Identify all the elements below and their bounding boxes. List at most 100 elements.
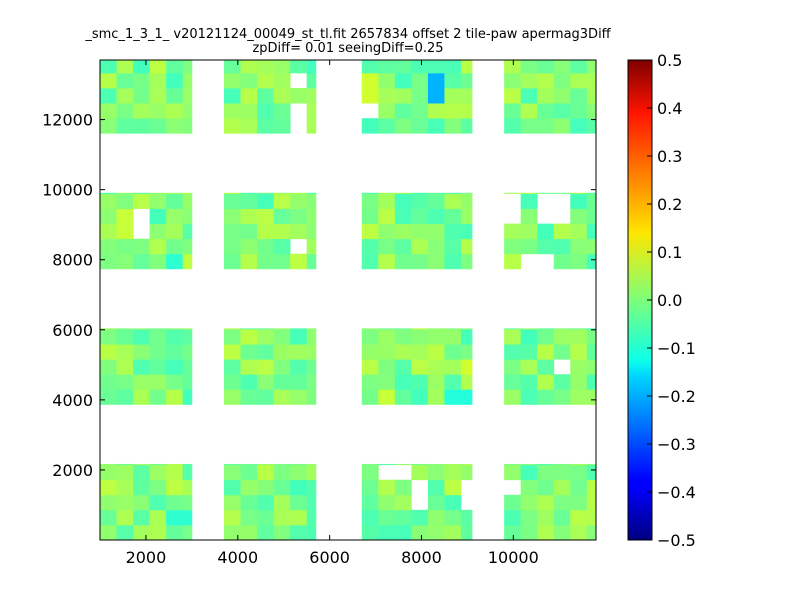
heatmap-cell	[444, 208, 462, 225]
heatmap-cell	[149, 344, 167, 360]
heatmap-cell	[116, 60, 134, 74]
heatmap-cell	[504, 328, 522, 330]
heatmap-cell	[537, 344, 555, 360]
heatmap-cell	[273, 193, 291, 209]
heatmap-cell	[273, 464, 291, 481]
heatmap-cell	[411, 389, 429, 405]
heatmap-cell	[361, 88, 379, 104]
heatmap-cell	[273, 329, 291, 345]
heatmap-cell	[394, 193, 412, 209]
heatmap-cell	[182, 72, 193, 89]
heatmap-cell	[240, 88, 258, 104]
heatmap-cell	[100, 72, 117, 89]
heatmap-cell	[257, 253, 274, 270]
y-axis: 2000 4000 6000 8000 10000 12000	[42, 111, 596, 480]
heatmap-cell	[166, 494, 184, 511]
heatmap-cell	[361, 464, 379, 481]
y-tick-label: 12000	[42, 111, 93, 130]
heatmap-cell	[306, 524, 317, 541]
heatmap-cell	[240, 328, 258, 330]
heatmap-cell	[182, 359, 193, 375]
heatmap-cell	[182, 193, 193, 209]
heatmap-cell	[133, 344, 150, 360]
plot-area	[99, 59, 597, 541]
heatmap-cell	[240, 238, 258, 255]
heatmap-cell	[537, 463, 555, 466]
heatmap-cell	[504, 494, 522, 511]
heatmap-cell	[520, 223, 538, 240]
heatmap-cell	[504, 238, 522, 255]
heatmap-cell	[427, 463, 445, 466]
heatmap-cell	[116, 193, 134, 209]
heatmap-cell	[520, 193, 538, 209]
heatmap-cell	[290, 509, 308, 526]
heatmap-cell	[224, 72, 241, 89]
heatmap-cell	[149, 464, 167, 481]
heatmap-cell	[290, 193, 308, 209]
heatmap-cell	[460, 193, 473, 209]
heatmap-cell	[537, 389, 555, 405]
heatmap-cell	[182, 238, 193, 255]
heatmap-cell	[100, 192, 117, 194]
heatmap-cell	[290, 463, 308, 466]
heatmap-cell	[570, 463, 588, 466]
heatmap-cell	[149, 60, 167, 74]
heatmap-cell	[411, 223, 429, 240]
heatmap-cell	[257, 118, 274, 134]
heatmap-cell	[133, 328, 150, 330]
heatmap-cell	[460, 223, 473, 240]
heatmap-cell	[504, 223, 522, 240]
colorbar-tick-label: −0.5	[657, 531, 696, 550]
heatmap-cell	[520, 374, 538, 390]
heatmap-cell	[411, 329, 429, 345]
heatmap-cell	[224, 60, 241, 74]
heatmap-cell	[504, 118, 522, 134]
heatmap-cell	[586, 374, 597, 390]
heatmap-cell	[361, 72, 379, 89]
heatmap-cell	[257, 494, 274, 511]
heatmap-cell	[149, 374, 167, 390]
heatmap-cell	[166, 509, 184, 526]
heatmap-cell	[394, 359, 412, 375]
heatmap-cell	[460, 509, 473, 526]
heatmap-cell	[182, 374, 193, 390]
heatmap-cell	[361, 344, 379, 360]
heatmap-cell	[257, 463, 274, 466]
heatmap-cell	[133, 192, 150, 194]
heatmap-cell	[394, 60, 412, 74]
heatmap-cell	[427, 253, 445, 270]
heatmap-cell	[460, 208, 473, 225]
heatmap-cell	[394, 509, 412, 526]
colorbar-ticks: 0.5 0.4 0.3 0.2 0.1 0.0 −0.1 −0.2 −0.3 −0.4 −0.5	[647, 51, 696, 550]
heatmap-cell	[182, 328, 193, 330]
heatmap-cell	[378, 223, 396, 240]
heatmap-cell	[257, 359, 274, 375]
heatmap-cell	[290, 524, 308, 541]
heatmap-cell	[394, 253, 412, 270]
heatmap-cell	[411, 60, 429, 74]
heatmap-cell	[411, 463, 429, 466]
heatmap-cell	[460, 389, 473, 405]
heatmap-cell	[553, 60, 571, 74]
heatmap-cell	[411, 238, 429, 255]
heatmap-cell	[394, 374, 412, 390]
heatmap-cell	[100, 389, 117, 405]
heatmap-cell	[570, 103, 588, 119]
heatmap-cell	[116, 118, 134, 134]
heatmap-cell	[444, 494, 462, 511]
heatmap-cell	[460, 238, 473, 255]
heatmap-cell	[290, 329, 308, 345]
heatmap-cell	[427, 359, 445, 375]
heatmap-cell	[290, 479, 308, 496]
heatmap-cell	[166, 389, 184, 405]
heatmap-cell	[116, 389, 134, 405]
heatmap-cell	[149, 193, 167, 209]
heatmap-cell	[224, 344, 241, 360]
heatmap-cell	[586, 253, 597, 270]
heatmap-cell	[273, 479, 291, 496]
heatmap-cell	[149, 238, 167, 255]
heatmap-cell	[427, 192, 445, 194]
heatmap-cell	[444, 118, 462, 134]
heatmap-cell	[411, 88, 429, 104]
